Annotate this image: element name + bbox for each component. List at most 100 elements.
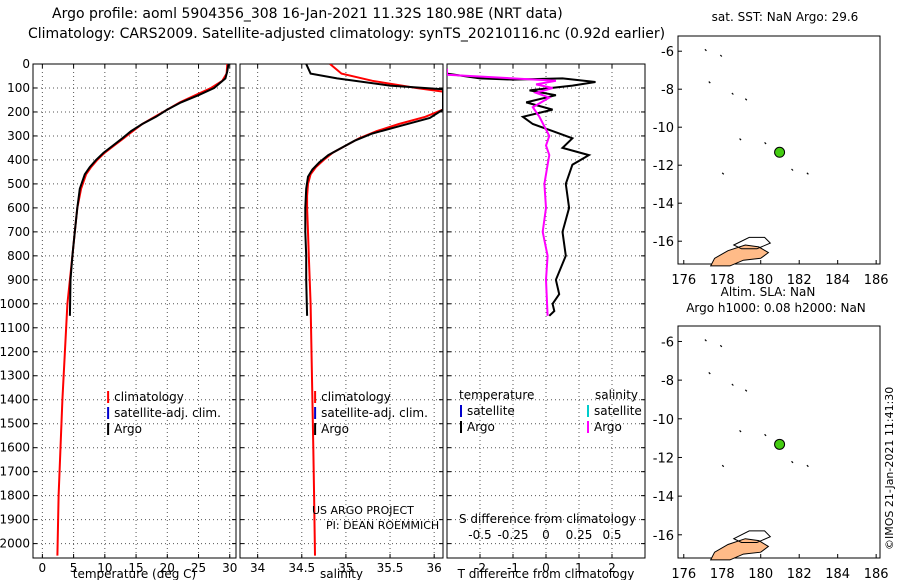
x-tick-label-salinity: 0 [542,528,550,542]
map-x-tick-label: 176 [671,273,696,288]
map-y-tick-label: -14 [653,197,674,212]
depth-tick-label: 1100 [0,321,30,335]
argo-position-marker [774,146,786,158]
depth-tick-label: 1400 [0,393,30,407]
depth-tick-label: 2000 [0,537,30,551]
x-axis-label: salinity [320,567,363,580]
argo-position-marker [774,438,786,450]
x-tick-label-salinity: -0.5 [468,528,491,542]
x-tick-label: 5 [70,561,78,575]
map-x-tick-label: 176 [671,567,696,580]
depth-tick-label: 700 [7,225,30,239]
legend-label: Argo [467,420,495,434]
x-tick-label: -2 [474,561,486,575]
depth-tick-label: 1600 [0,441,30,455]
map-x-tick-label: 178 [710,567,735,580]
land-mass [709,244,770,267]
x-tick-label: 34 [250,561,265,575]
series-line-argo [304,64,443,316]
land-outline [732,530,772,543]
map-x-tick-label: 182 [787,567,812,580]
x-tick-label: 25 [191,561,206,575]
islet [708,371,711,375]
islet [708,81,711,84]
depth-tick-label: 900 [7,273,30,287]
legend-label: Argo [321,422,349,436]
map-y-tick-label: -10 [653,121,674,136]
credit-pi: PI: DEAN ROEMMICH [326,519,439,532]
x-tick-label: 15 [128,561,143,575]
depth-tick-label: 1900 [0,513,30,527]
legend-title-temperature: temperature [459,388,534,402]
depth-tick-label: 600 [7,201,30,215]
depth-tick-label: 500 [7,177,30,191]
depth-tick-label: 1300 [0,369,30,383]
map-y-tick-label: -14 [653,490,674,505]
depth-tick-label: 1700 [0,465,30,479]
x-axis-label-salinity: S difference from climatology [459,512,636,526]
islet [806,172,809,175]
x-tick-label: 0 [542,561,550,575]
legend-label: climatology [321,390,391,404]
islet [744,98,748,101]
header-title-line2: Climatology: CARS2009. Satellite-adjuste… [28,26,666,42]
series-line-argo [68,64,230,316]
islet [719,54,723,57]
x-tick-label: 20 [160,561,175,575]
x-tick-label-salinity: 0.25 [566,528,593,542]
islet [704,339,707,342]
map-y-tick-label: -6 [661,335,674,350]
x-tick-label: 36 [427,561,442,575]
islet [739,429,742,433]
map-y-tick-label: -10 [653,413,674,428]
depth-tick-label: 200 [7,105,30,119]
map-map-sla [677,325,881,561]
islet [721,464,725,468]
legend-label: Argo [594,420,622,434]
islet [791,460,794,464]
panel-salinity [239,63,444,559]
map-subtitle: Argo h1000: 0.08 h2000: NaN [686,301,866,315]
map-y-tick-label: -8 [661,374,674,389]
x-tick-label: 10 [97,561,112,575]
x-axis-label: temperature (deg C) [73,567,196,580]
credit-project: US ARGO PROJECT [312,504,414,517]
timestamp-credit: ©IMOS 21-Jan-2021 11:41:30 [883,386,896,550]
depth-tick-label: 1000 [0,297,30,311]
islet [739,138,742,141]
panel-difference [446,63,646,559]
map-y-tick-label: -6 [661,45,674,60]
islet [744,389,748,392]
map-x-tick-label: 186 [864,567,889,580]
map-x-tick-label: 180 [748,567,773,580]
header-title-line1: Argo profile: aoml 5904356_308 16-Jan-20… [52,6,563,22]
map-x-tick-label: 184 [825,567,850,580]
plot-frame [32,63,237,559]
series-line-climatology [306,64,443,556]
depth-tick-label: 100 [7,81,30,95]
legend-label: climatology [114,390,184,404]
legend-title-salinity: salinity [595,388,638,402]
x-tick-label: 35 [338,561,353,575]
islet [719,344,723,348]
depth-tick-label: 300 [7,129,30,143]
map-y-tick-label: -12 [653,451,674,466]
x-tick-label: 34.5 [288,561,315,575]
islet [764,141,767,145]
x-tick-label: 0 [39,561,47,575]
series-line-argo [447,72,596,317]
map-y-tick-label: -12 [653,159,674,174]
x-tick-label-salinity: 0.5 [602,528,621,542]
legend-label: satellite [467,404,515,418]
x-tick-label: 30 [222,561,237,575]
map-y-tick-label: -16 [653,235,674,250]
islet [731,383,734,386]
map-title: Altim. SLA: NaN [721,285,816,299]
depth-tick-label: 800 [7,249,30,263]
map-x-tick-label: 180 [748,273,773,288]
map-y-tick-label: -16 [653,529,674,544]
islet [731,92,734,95]
islet [806,464,809,468]
islet [721,172,725,175]
